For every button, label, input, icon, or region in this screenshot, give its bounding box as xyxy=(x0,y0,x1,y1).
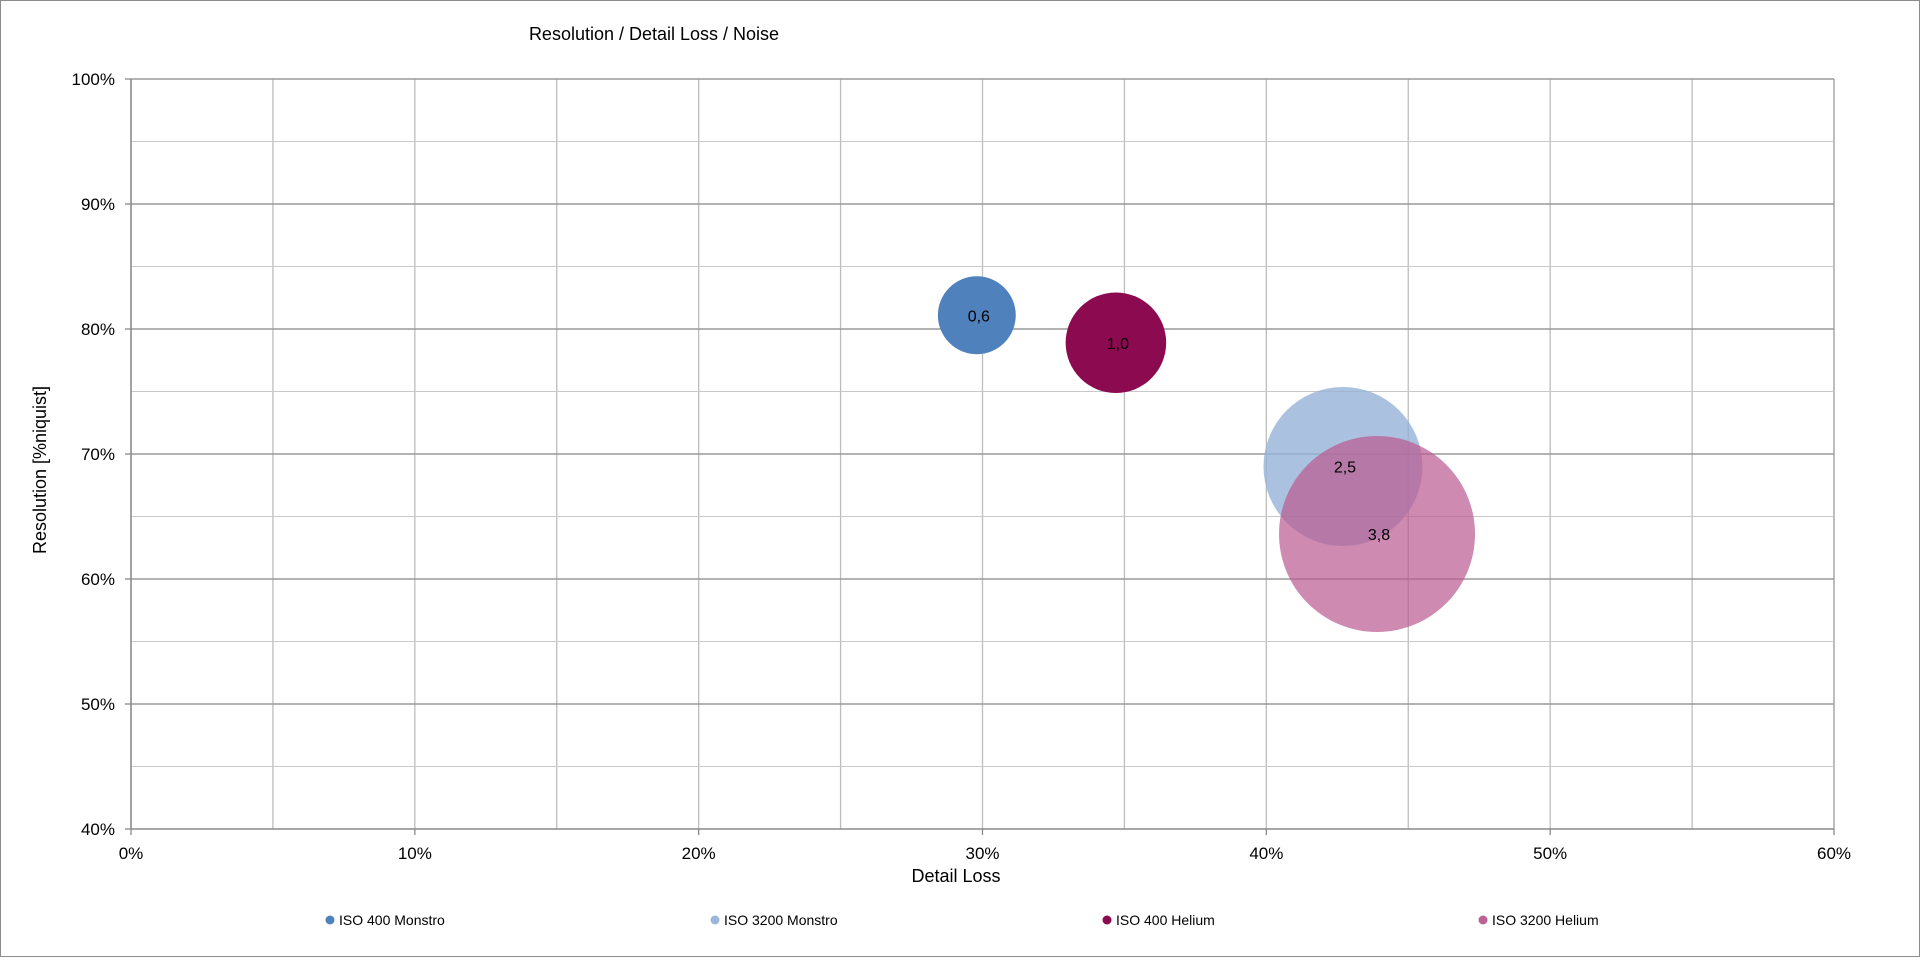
y-axis-title: Resolution [%niquist] xyxy=(30,386,50,554)
legend-item: ISO 3200 Monstro xyxy=(710,912,838,928)
legend-label: ISO 3200 Monstro xyxy=(724,912,838,928)
bubble xyxy=(937,276,1016,355)
legend: ISO 400 Monstro ISO 3200 Monstro ISO 400 H… xyxy=(325,912,1599,928)
legend-marker xyxy=(1478,915,1488,925)
y-tick-label: 50% xyxy=(81,695,115,714)
y-tick-label: 100% xyxy=(72,70,115,89)
y-tick-label: 60% xyxy=(81,570,115,589)
x-tick-label: 60% xyxy=(1817,844,1851,863)
legend-marker xyxy=(710,915,720,925)
bubble xyxy=(1279,436,1476,632)
chart-title: Resolution / Detail Loss / Noise xyxy=(529,24,779,44)
bubble xyxy=(1065,292,1167,394)
x-tick-label: 10% xyxy=(398,844,432,863)
x-tick-label: 20% xyxy=(682,844,716,863)
x-axis-title: Detail Loss xyxy=(911,866,1000,886)
bubble-value-label: 0,6 xyxy=(968,308,990,325)
bubble-label-layer: 0,6 2,5 1,0 3,8 xyxy=(968,308,1391,544)
y-tick-label: 90% xyxy=(81,195,115,214)
bubble-layer xyxy=(937,276,1476,632)
y-tick-label: 40% xyxy=(81,820,115,839)
legend-marker xyxy=(1102,915,1112,925)
legend-label: ISO 400 Monstro xyxy=(339,912,445,928)
x-tick-label: 0% xyxy=(119,844,144,863)
legend-item: ISO 400 Monstro xyxy=(325,912,445,928)
y-tick-label: 80% xyxy=(81,320,115,339)
bubble-value-label: 1,0 xyxy=(1107,336,1129,353)
legend-label: ISO 400 Helium xyxy=(1116,912,1215,928)
legend-marker xyxy=(325,915,335,925)
bubble-value-label: 2,5 xyxy=(1334,460,1356,477)
x-tick-label: 50% xyxy=(1533,844,1567,863)
grid-layer xyxy=(131,78,1835,829)
x-tick-label: 40% xyxy=(1249,844,1283,863)
bubble-value-label: 3,8 xyxy=(1368,527,1390,544)
y-tick-label: 70% xyxy=(81,445,115,464)
legend-item: ISO 3200 Helium xyxy=(1478,912,1599,928)
legend-label: ISO 3200 Helium xyxy=(1492,912,1599,928)
axis-layer: 0% 10% 20% 30% 40% 50% 60% 40% 50% 60% 70% 80% 90% 10… xyxy=(72,70,1852,863)
x-tick-label: 30% xyxy=(965,844,999,863)
legend-item: ISO 400 Helium xyxy=(1102,912,1215,928)
